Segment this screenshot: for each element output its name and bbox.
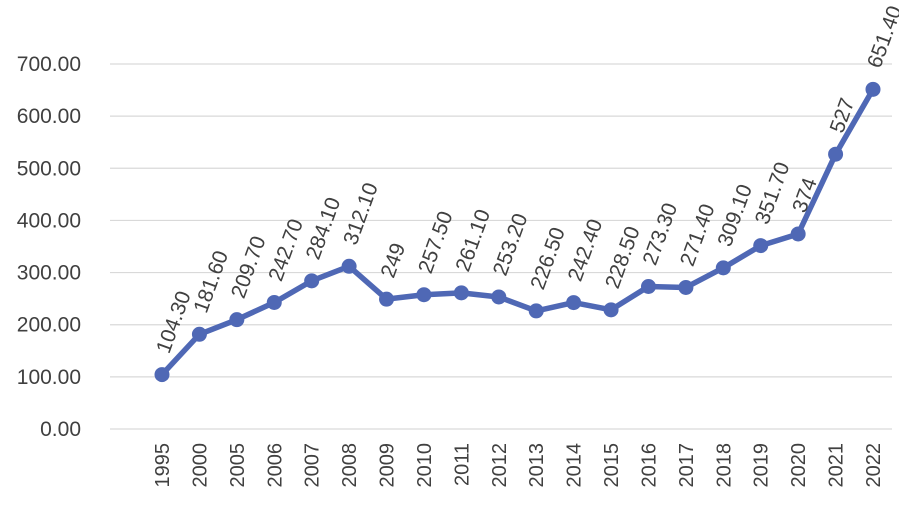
data-point xyxy=(453,285,469,301)
x-tick-label: 2012 xyxy=(489,443,511,488)
x-tick-label: 2010 xyxy=(414,443,436,488)
x-tick-label: 2007 xyxy=(302,443,324,488)
data-label: 242.70 xyxy=(264,216,308,284)
data-label: 351.70 xyxy=(751,159,795,227)
x-tick-label: 2022 xyxy=(863,443,885,488)
x-tick-label: 2021 xyxy=(826,443,848,488)
x-tick-label: 2018 xyxy=(713,443,735,488)
data-label: 261.10 xyxy=(451,206,495,274)
data-point xyxy=(715,260,731,276)
data-point xyxy=(229,312,245,328)
y-tick-label: 0.00 xyxy=(40,418,81,441)
data-label: 226.50 xyxy=(526,224,570,292)
data-point xyxy=(416,287,432,303)
data-point xyxy=(491,289,507,305)
data-point xyxy=(828,146,844,162)
data-point xyxy=(865,81,881,97)
data-label: 273.30 xyxy=(639,200,683,268)
y-tick-label: 400.00 xyxy=(17,209,81,232)
data-label: 527 xyxy=(826,95,860,136)
x-tick-label: 2011 xyxy=(451,443,473,486)
data-label: 228.50 xyxy=(601,223,645,291)
y-axis-tick-labels: 0.00 100.00 200.00 300.00 400.00 500.00 600.00… xyxy=(17,53,81,441)
x-tick-label: 1995 xyxy=(152,443,174,488)
data-label: 374 xyxy=(788,175,822,216)
data-label: 651.40 xyxy=(863,3,899,71)
x-tick-label: 2020 xyxy=(788,443,810,488)
data-label: 309.10 xyxy=(713,181,757,249)
x-tick-label: 2009 xyxy=(377,443,399,488)
data-point xyxy=(341,258,357,274)
y-tick-label: 300.00 xyxy=(17,262,81,285)
data-point xyxy=(266,294,282,310)
data-label: 249 xyxy=(377,240,411,281)
x-tick-label: 2013 xyxy=(526,443,548,488)
data-points xyxy=(154,81,881,383)
data-point xyxy=(790,226,806,242)
data-label: 312.10 xyxy=(339,180,383,248)
data-label: 242.40 xyxy=(564,216,608,284)
data-point xyxy=(678,279,694,295)
x-tick-label: 2016 xyxy=(638,443,660,488)
x-tick-label: 2019 xyxy=(751,443,773,488)
data-point xyxy=(304,273,320,289)
x-tick-label: 2014 xyxy=(564,443,586,488)
data-point xyxy=(566,295,582,311)
y-tick-label: 600.00 xyxy=(17,105,81,128)
x-tick-label: 2005 xyxy=(227,443,249,488)
data-label: 181.60 xyxy=(190,248,234,316)
data-point xyxy=(154,367,170,383)
data-point xyxy=(603,302,619,318)
x-tick-label: 2017 xyxy=(676,443,698,488)
data-label: 284.10 xyxy=(302,194,346,262)
y-tick-label: 100.00 xyxy=(17,366,81,389)
y-tick-label: 500.00 xyxy=(17,157,81,180)
data-point xyxy=(379,291,395,307)
data-label: 271.40 xyxy=(676,201,720,269)
data-point xyxy=(640,278,656,294)
x-tick-label: 2000 xyxy=(189,443,211,488)
x-tick-label: 2015 xyxy=(601,443,623,488)
data-point xyxy=(753,238,769,254)
x-tick-label: 2008 xyxy=(339,443,361,488)
data-label: 209.70 xyxy=(227,233,271,301)
y-tick-label: 700.00 xyxy=(17,53,81,76)
x-tick-label: 2006 xyxy=(264,443,286,488)
x-axis-tick-labels: 1995 2000 2005 2006 2007 2008 2009 2010 2011 2012… xyxy=(152,443,885,488)
y-tick-label: 200.00 xyxy=(17,314,81,337)
data-point xyxy=(528,303,544,319)
data-point xyxy=(191,326,207,342)
